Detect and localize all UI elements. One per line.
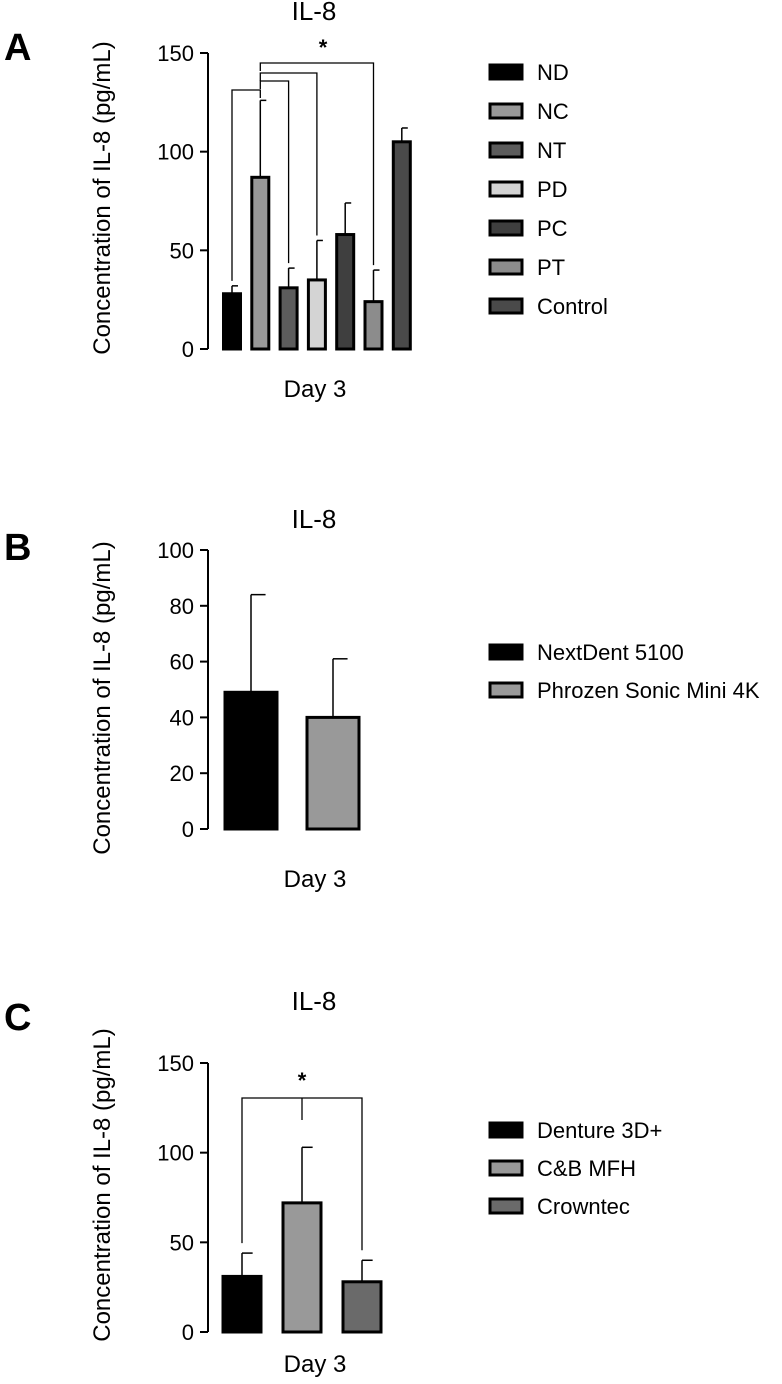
panel-c-legend-label: Crowntec <box>537 1194 630 1219</box>
panel-c-bar-crowntec <box>341 1280 383 1334</box>
panel-b-y-tick-label: 100 <box>157 538 194 563</box>
panel-a-legend-swatch <box>488 258 524 276</box>
panel-b-title: IL-8 <box>292 504 337 534</box>
panel-a-y-tick-label: 0 <box>182 337 194 362</box>
panel-a-bar-nd <box>222 292 242 351</box>
panel-c-legend-label: C&B MFH <box>537 1156 636 1181</box>
panel-a-y-tick-label: 50 <box>170 238 194 263</box>
panel-c-y-tick-label: 100 <box>157 1141 194 1166</box>
panel-c-bar-denture-3d- <box>221 1274 263 1334</box>
panel-b-legend-label: NextDent 5100 <box>537 640 684 665</box>
panel-b-bar-phrozen-sonic-mini-4k <box>305 715 361 831</box>
panel-c-legend-swatch <box>488 1159 524 1177</box>
panel-a-legend-label: NC <box>537 99 569 124</box>
panel-b-y-tick-label: 20 <box>170 761 194 786</box>
panel-a-chart: A IL-8 Concentration of IL-8 (pg/mL) Day… <box>4 0 608 403</box>
panel-a-title: IL-8 <box>292 0 337 26</box>
panel-a-legend-swatch <box>488 141 524 159</box>
panel-a-x-axis-label: Day 3 <box>284 376 347 403</box>
panel-a-significance-bracket <box>259 62 375 266</box>
panel-a-legend-label: PD <box>537 177 568 202</box>
panel-b-x-axis-label: Day 3 <box>284 866 347 893</box>
panel-c-chart: C IL-8 Concentration of IL-8 (pg/mL) Day… <box>4 986 662 1378</box>
panel-a-bar-pd <box>306 278 327 351</box>
panel-a-legend-swatch <box>488 180 524 198</box>
panel-c-y-axis-label: Concentration of IL-8 (pg/mL) <box>89 1028 116 1342</box>
panel-a-legend-label: ND <box>537 60 569 85</box>
panel-c-letter: C <box>4 997 31 1039</box>
panel-a-y-tick-label: 100 <box>157 140 194 165</box>
panel-b-legend-swatch <box>488 643 524 661</box>
panel-b-letter: B <box>4 527 31 569</box>
panel-a-bar-pc <box>335 233 356 351</box>
panel-a-legend-label: PT <box>537 255 565 280</box>
panel-a-y-tick-label: 150 <box>157 41 194 66</box>
panel-c-y-tick-label: 0 <box>182 1320 194 1345</box>
panel-a-bar-pt <box>363 300 384 351</box>
panel-a-significance-bracket <box>231 89 261 281</box>
panel-a-significance-bracket <box>259 72 318 236</box>
panel-a-legend-swatch <box>488 297 524 315</box>
panel-a-legend-swatch <box>488 63 524 81</box>
panel-b-bar-nextdent-5100 <box>223 690 279 831</box>
panel-c-significance-star: * <box>298 1068 307 1093</box>
panel-c-bar-c-b-mfh <box>281 1201 323 1334</box>
panel-b-y-axis-label: Concentration of IL-8 (pg/mL) <box>89 541 116 855</box>
panel-a-legend-swatch <box>488 102 524 120</box>
panel-b-chart: B IL-8 Concentration of IL-8 (pg/mL) Day… <box>4 504 760 893</box>
panel-a-significance-star: * <box>319 35 328 60</box>
panel-a-legend-swatch <box>488 219 524 237</box>
panel-b-y-tick-label: 60 <box>170 650 194 675</box>
panel-c-title: IL-8 <box>292 986 337 1016</box>
panel-a-significance-bracket <box>259 80 290 264</box>
panel-c-legend-label: Denture 3D+ <box>537 1118 662 1143</box>
panel-a-bar-nc <box>250 175 271 351</box>
panel-a-legend-label: Control <box>537 294 608 319</box>
panel-b-y-tick-label: 40 <box>170 705 194 730</box>
panel-b-y-tick-label: 0 <box>182 817 194 842</box>
panel-a-y-axis-label: Concentration of IL-8 (pg/mL) <box>89 41 116 355</box>
panel-b-legend-label: Phrozen Sonic Mini 4K <box>537 678 760 703</box>
panel-c-legend-swatch <box>488 1121 524 1139</box>
panel-c-y-tick-label: 150 <box>157 1051 194 1076</box>
panel-c-x-axis-label: Day 3 <box>284 1351 347 1378</box>
panel-c-legend-swatch <box>488 1197 524 1215</box>
panel-a-bar-nt <box>278 286 299 351</box>
panel-a-legend-label: NT <box>537 138 566 163</box>
panel-b-y-tick-label: 80 <box>170 594 194 619</box>
panel-b-legend-swatch <box>488 681 524 699</box>
panel-c-y-tick-label: 50 <box>170 1230 194 1255</box>
panel-a-letter: A <box>4 27 31 69</box>
panel-a-bar-control <box>391 140 412 351</box>
panel-a-legend-label: PC <box>537 216 568 241</box>
